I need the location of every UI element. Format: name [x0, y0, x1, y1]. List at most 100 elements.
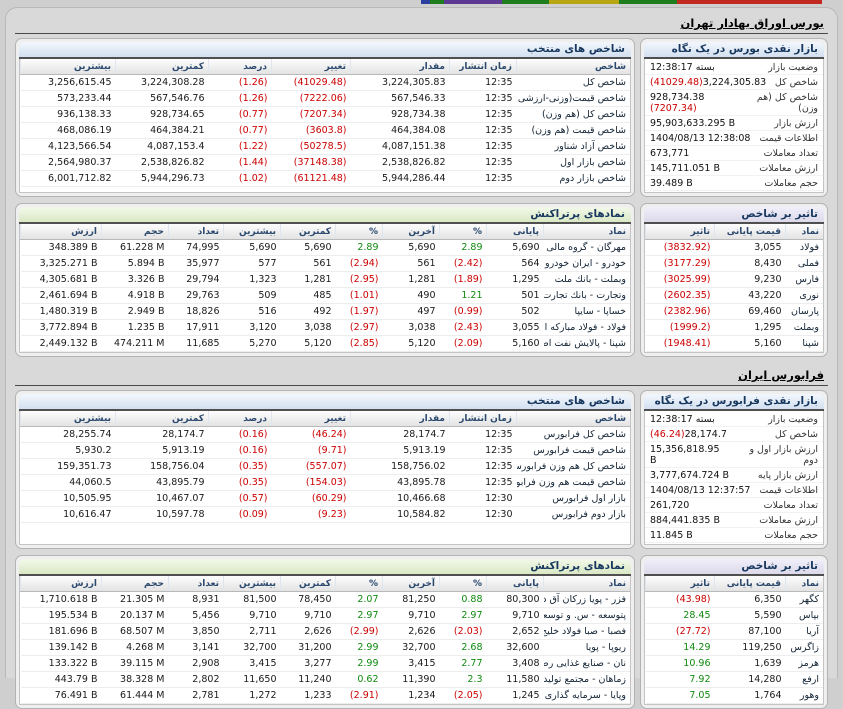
- symbol-link[interactable]: ریوپا - پویا: [543, 639, 630, 656]
- symbol-link[interactable]: وبملت: [785, 319, 823, 336]
- symbol-link[interactable]: فارس: [785, 271, 823, 288]
- column-header-5[interactable]: کمترین: [115, 59, 209, 75]
- symbol-link[interactable]: بازار دوم فرابورس: [516, 506, 630, 523]
- symbol-link[interactable]: نوری: [785, 287, 823, 304]
- column-header-2[interactable]: تاثیر: [645, 224, 715, 240]
- symbol-link[interactable]: شاخص قیمت(وزنی-ارزشی): [516, 90, 630, 107]
- column-header-1[interactable]: زمان انتشار: [449, 59, 517, 75]
- symbol-link[interactable]: پتوسعه - س. و توسعه صنایع لاستیك: [543, 607, 630, 624]
- symbol-link[interactable]: شاخص قیمت (هم وزن): [516, 122, 630, 139]
- column-header-7[interactable]: تعداد: [168, 224, 224, 240]
- column-header-1[interactable]: قیمت پایانی: [714, 224, 786, 240]
- cell: 4,123,566.54: [20, 138, 116, 155]
- symbol-link[interactable]: شاخص قیمت هم وزن فرابو...: [516, 474, 630, 491]
- column-header-0[interactable]: نماد: [785, 576, 823, 592]
- symbol-link[interactable]: شاخص کل: [516, 74, 630, 91]
- column-header-1[interactable]: پایانی: [486, 576, 544, 592]
- symbol-link[interactable]: فولاد - فولاد مباركه اصفهان: [543, 319, 630, 336]
- glance-value: بسته 12:38:17: [650, 413, 715, 425]
- column-header-5[interactable]: کمترین: [280, 576, 336, 592]
- column-header-7[interactable]: تعداد: [168, 576, 224, 592]
- symbol-link[interactable]: شاخص آزاد شناور: [516, 138, 630, 155]
- cell: (1948.41): [645, 335, 715, 352]
- symbol-link[interactable]: ارفع: [785, 671, 823, 688]
- symbol-link[interactable]: شپنا: [785, 335, 823, 352]
- column-header-8[interactable]: حجم: [101, 576, 169, 592]
- column-header-3[interactable]: تغییر: [271, 59, 351, 75]
- column-header-6[interactable]: بیشترین: [223, 576, 281, 592]
- symbol-link[interactable]: وبملت - بانك ملت: [543, 271, 630, 288]
- column-header-0[interactable]: شاخص: [516, 411, 630, 427]
- symbol-link[interactable]: وتجارت - بانك تجارت: [543, 287, 630, 304]
- column-header-2[interactable]: تاثیر: [645, 576, 715, 592]
- symbol-link[interactable]: خساپا - سایپا: [543, 303, 630, 320]
- column-header-4[interactable]: درصد: [208, 59, 272, 75]
- symbol-link[interactable]: خودرو - ایران خودرو: [543, 255, 630, 272]
- symbol-link[interactable]: فملی: [785, 255, 823, 272]
- column-header-5[interactable]: کمترین: [115, 411, 209, 427]
- column-header-5[interactable]: کمترین: [280, 224, 336, 240]
- column-header-4[interactable]: درصد: [208, 411, 272, 427]
- column-header-4[interactable]: %: [335, 576, 383, 592]
- cell: (61121.48): [271, 170, 351, 187]
- column-header-6[interactable]: بیشترین: [223, 224, 281, 240]
- symbol-link[interactable]: نان - صنایع غذایی رضوی: [543, 655, 630, 672]
- column-header-1[interactable]: پایانی: [486, 224, 544, 240]
- column-header-0[interactable]: شاخص: [516, 59, 630, 75]
- column-header-8[interactable]: حجم: [101, 224, 169, 240]
- cell: 31,200: [280, 639, 336, 656]
- column-header-1[interactable]: زمان انتشار: [449, 411, 517, 427]
- symbol-link[interactable]: شاخص قیمت فرابورس: [516, 442, 630, 459]
- tse-title-link[interactable]: بورس اوراق بهادار تهران: [680, 16, 824, 30]
- glance-row: وضعیت بازار بسته 12:38:17: [645, 412, 823, 427]
- symbol-link[interactable]: شاخص کل (هم وزن): [516, 106, 630, 123]
- symbol-link[interactable]: مهرگان - گروه مالی مهرگان تامین پارس: [543, 239, 630, 256]
- column-header-2[interactable]: %: [439, 576, 487, 592]
- symbol-link[interactable]: فصبا - صبا فولاد خلیج فارس: [543, 623, 630, 640]
- symbol-link[interactable]: آریا: [785, 623, 823, 640]
- column-header-3[interactable]: تغییر: [271, 411, 351, 427]
- symbol-link[interactable]: شاخص بازار دوم: [516, 170, 630, 187]
- column-header-2[interactable]: مقدار: [350, 411, 450, 427]
- symbol-link[interactable]: کگهر: [785, 591, 823, 608]
- symbol-link[interactable]: بازار اول فرابورس: [516, 490, 630, 507]
- column-header-0[interactable]: نماد: [543, 224, 630, 240]
- symbol-link[interactable]: زماهان - مجتمع تولید گوشت مرغ ماهان: [543, 671, 630, 688]
- column-header-2[interactable]: %: [439, 224, 487, 240]
- market-map-segment: [677, 0, 822, 4]
- ifb-title-link[interactable]: فرابورس ایران: [738, 368, 824, 382]
- symbol-link[interactable]: شاخص کل هم وزن فرابورس: [516, 458, 630, 475]
- symbol-link[interactable]: فزر - پویا زرکان آق دره: [543, 591, 630, 608]
- column-header-3[interactable]: آخرین: [382, 224, 440, 240]
- cell: 561: [280, 255, 336, 272]
- glance-row: وضعیت بازار بسته 12:38:17: [645, 60, 823, 75]
- cell: 5,944,296.73: [115, 170, 209, 187]
- column-header-1[interactable]: قیمت پایانی: [714, 576, 786, 592]
- symbol-link[interactable]: شاخص بازار اول: [516, 154, 630, 171]
- cell: (2382.96): [645, 303, 715, 320]
- symbol-link[interactable]: زاگرس: [785, 639, 823, 656]
- column-header-4[interactable]: %: [335, 224, 383, 240]
- symbol-link[interactable]: پارسان: [785, 303, 823, 320]
- symbol-link[interactable]: وهور: [785, 687, 823, 704]
- symbol-link[interactable]: فولاد: [785, 239, 823, 256]
- column-header-3[interactable]: آخرین: [382, 576, 440, 592]
- cell: 464,384.21: [115, 122, 209, 139]
- symbol-link[interactable]: شپنا - پالایش نفت اصفهان: [543, 335, 630, 352]
- column-header-6[interactable]: بیشترین: [20, 59, 116, 75]
- column-header-9[interactable]: ارزش: [20, 576, 102, 592]
- symbol-link[interactable]: بپاس: [785, 607, 823, 624]
- symbol-link[interactable]: وپایا - سرمایه گذاری پایا تدبیرپارسا: [543, 687, 630, 704]
- column-header-0[interactable]: نماد: [543, 576, 630, 592]
- column-header-6[interactable]: بیشترین: [20, 411, 116, 427]
- cell: 1,281: [382, 271, 440, 288]
- column-header-0[interactable]: نماد: [785, 224, 823, 240]
- table-row: شاخص کل 12:35 3,224,305.83 (41029.48) (1.26)…: [20, 74, 630, 91]
- symbol-link[interactable]: هرمز: [785, 655, 823, 672]
- cell: 4.268 M: [101, 639, 169, 656]
- column-header-9[interactable]: ارزش: [20, 224, 102, 240]
- column-header-2[interactable]: مقدار: [350, 59, 450, 75]
- cell: 2,461.694 B: [20, 287, 102, 304]
- symbol-link[interactable]: شاخص کل فرابورس: [516, 426, 630, 443]
- header-row: شاخص زمان انتشار مقدار تغییر درصد کمترین بیشتر…: [20, 59, 630, 75]
